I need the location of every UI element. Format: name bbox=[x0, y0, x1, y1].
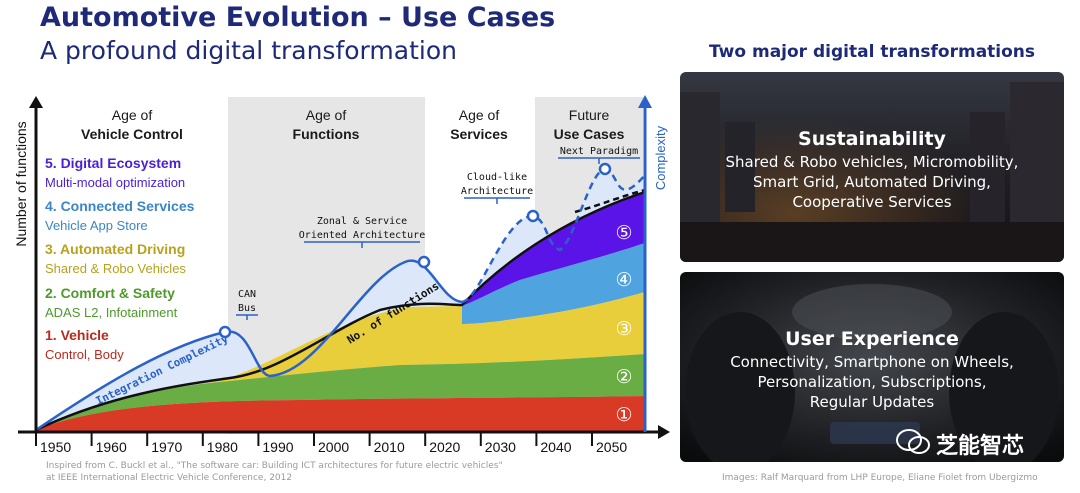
marker-cloud bbox=[526, 209, 540, 223]
layer-1-area bbox=[36, 396, 645, 432]
x-tick-label: 2040 bbox=[540, 439, 571, 455]
layer-3-area bbox=[200, 292, 645, 384]
x-tick-label: 2010 bbox=[374, 439, 405, 455]
right-section-title: Two major digital transformations bbox=[708, 42, 1036, 62]
category-3-title: 3. Automated Driving bbox=[45, 241, 185, 257]
layer-number-5: ⑤ bbox=[615, 222, 632, 244]
annotation-zonal-line1: Zonal & Service bbox=[317, 216, 407, 227]
functions-curve bbox=[35, 190, 646, 432]
layer-4-area bbox=[462, 243, 645, 324]
x-tick-label: 2050 bbox=[596, 439, 627, 455]
y-axis-arrow bbox=[29, 96, 43, 108]
x-tick-label: 1980 bbox=[207, 439, 238, 455]
complexity-axis-label: Complexity bbox=[653, 125, 668, 190]
layer-5-area bbox=[462, 193, 645, 306]
era-vehicle-control-line1: Age of bbox=[112, 107, 153, 123]
city-night-image bbox=[680, 72, 1064, 262]
cloud-bracket bbox=[464, 197, 530, 204]
era-functions-line1: Age of bbox=[306, 107, 347, 123]
user-experience-line-1: Connectivity, Smartphone on Wheels, bbox=[730, 353, 1014, 371]
x-axis-arrow bbox=[658, 425, 670, 439]
can-bracket bbox=[236, 314, 258, 320]
annotation-zonal-line2: Oriented Architecture bbox=[299, 230, 425, 241]
layer-number-3: ③ bbox=[615, 318, 632, 340]
user-experience-line-3: Regular Updates bbox=[809, 393, 935, 411]
sustainability-line-3: Cooperative Services bbox=[792, 193, 952, 211]
x-tick-label: 1990 bbox=[262, 439, 293, 455]
evolution-diagram: Age of Vehicle Control Age of Functions … bbox=[13, 95, 670, 455]
y-axis-label: Number of functions bbox=[13, 121, 29, 246]
annotation-next-paradigm: Next Paradigm bbox=[560, 146, 638, 157]
x-tick-label: 1950 bbox=[40, 439, 71, 455]
user-experience-text-block: User Experience Connectivity, Smartphone… bbox=[680, 328, 1064, 412]
x-tick-label: 2000 bbox=[318, 439, 349, 455]
user-experience-heading: User Experience bbox=[785, 328, 959, 350]
era-future-line1: Future bbox=[569, 107, 610, 123]
x-tick-label: 1960 bbox=[96, 439, 127, 455]
complexity-axis-arrow bbox=[638, 95, 652, 108]
marker-zonal bbox=[417, 255, 431, 269]
annotation-can-line1: CAN bbox=[238, 289, 256, 300]
x-tick-label: 2030 bbox=[485, 439, 516, 455]
page-subtitle: A profound digital transformation bbox=[40, 36, 457, 65]
category-4-title: 4. Connected Services bbox=[45, 198, 195, 214]
next-bracket bbox=[558, 157, 640, 164]
category-4-desc: Vehicle App Store bbox=[45, 218, 148, 233]
sustainability-heading: Sustainability bbox=[798, 128, 946, 150]
layer-number-2: ② bbox=[615, 366, 632, 388]
x-axis-ticks: 1950 1960 1970 1980 1990 2000 2010 2020 2030 2040… bbox=[35, 432, 627, 455]
category-3-desc: Shared & Robo Vehicles bbox=[45, 261, 186, 276]
watermark-text: 芝能智芯 bbox=[936, 434, 1025, 459]
car-interior-image bbox=[680, 272, 1064, 462]
category-5-title: 5. Digital Ecosystem bbox=[45, 155, 181, 171]
sustainability-panel: Sustainability Shared & Robo vehicles, M… bbox=[680, 72, 1064, 262]
era-vehicle-control-line2: Vehicle Control bbox=[81, 126, 183, 142]
category-2-desc: ADAS L2, Infotainment bbox=[45, 305, 178, 320]
marker-next-paradigm bbox=[598, 162, 612, 176]
annotation-cloud-line2: Architecture bbox=[461, 186, 533, 197]
sustainability-line-1: Shared & Robo vehicles, Micromobility, bbox=[725, 153, 1019, 171]
category-1-desc: Control, Body bbox=[45, 347, 124, 362]
annotation-can-line2: Bus bbox=[238, 303, 256, 314]
x-tick-label: 2020 bbox=[429, 439, 460, 455]
page-title: Automotive Evolution – Use Cases bbox=[40, 2, 556, 33]
source-credit-line2: at IEEE International Electric Vehicle C… bbox=[46, 473, 293, 483]
zonal-bracket bbox=[304, 241, 420, 248]
user-experience-line-2: Personalization, Subscriptions, bbox=[757, 373, 987, 391]
complexity-curve bbox=[35, 259, 463, 432]
category-2-title: 2. Comfort & Safety bbox=[45, 285, 175, 301]
complexity-curve-dashed bbox=[461, 167, 646, 304]
layer-number-1: ① bbox=[615, 404, 632, 426]
wechat-icon bbox=[896, 429, 930, 454]
user-experience-panel: User Experience Connectivity, Smartphone… bbox=[680, 272, 1064, 462]
category-5-desc: Multi-modal optimization bbox=[45, 175, 185, 190]
marker-integration bbox=[218, 325, 232, 339]
era-services-line2: Services bbox=[450, 126, 508, 142]
era-future-line2: Use Cases bbox=[554, 126, 625, 142]
sustainability-text-block: Sustainability Shared & Robo vehicles, M… bbox=[680, 128, 1064, 212]
sustainability-line-2: Smart Grid, Automated Driving, bbox=[753, 173, 991, 191]
era-services-line1: Age of bbox=[459, 107, 500, 123]
image-credit: Images: Ralf Marquard from LHP Europe, E… bbox=[722, 473, 1038, 483]
layer-number-4: ④ bbox=[615, 269, 632, 291]
layer-2-area bbox=[36, 354, 645, 430]
x-tick-label: 1970 bbox=[151, 439, 182, 455]
era-functions-line2: Functions bbox=[293, 126, 360, 142]
source-credit-line1: Inspired from C. Buckl et al., "The soft… bbox=[46, 461, 503, 471]
category-1-title: 1. Vehicle bbox=[45, 327, 109, 343]
annotation-cloud-line1: Cloud-like bbox=[467, 172, 527, 183]
